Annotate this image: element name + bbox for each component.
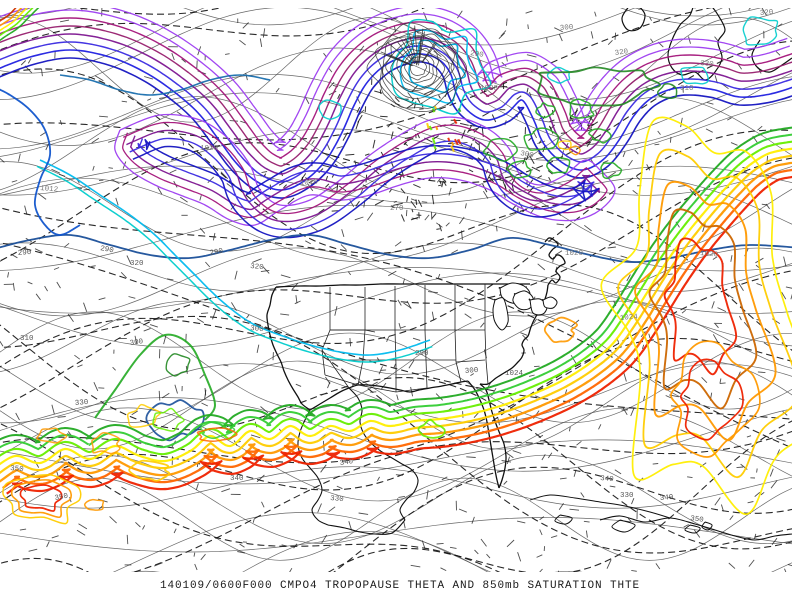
svg-text:310: 310 [20,335,34,343]
svg-text:340: 340 [660,494,675,503]
svg-text:1016: 1016 [300,178,319,188]
svg-text:300: 300 [560,24,575,33]
svg-text:270: 270 [390,205,404,213]
svg-text:320: 320 [760,9,775,18]
svg-text:320: 320 [130,260,144,268]
svg-text:1020: 1020 [200,145,219,153]
svg-text:320: 320 [250,263,265,272]
svg-text:290: 290 [415,350,429,358]
svg-text:330: 330 [330,495,345,504]
svg-text:1020: 1020 [565,250,584,258]
svg-text:340: 340 [230,475,244,483]
svg-text:300: 300 [465,367,480,376]
svg-text:340: 340 [600,475,615,484]
svg-text:330: 330 [700,60,715,69]
svg-text:140109/0600F000 CMPO4 TROPOPAU: 140109/0600F000 CMPO4 TROPOPAUSE THETA A… [160,580,640,592]
svg-text:1028: 1028 [480,85,498,93]
svg-text:1024: 1024 [620,313,639,323]
svg-text:350: 350 [10,465,25,474]
svg-text:300: 300 [250,325,265,334]
svg-text:330: 330 [620,492,634,500]
svg-text:330: 330 [75,399,90,408]
svg-text:1012: 1012 [40,185,59,195]
svg-text:1020: 1020 [700,250,719,260]
svg-text:1024: 1024 [505,370,524,378]
svg-text:290: 290 [18,249,33,258]
svg-text:310: 310 [680,85,694,93]
